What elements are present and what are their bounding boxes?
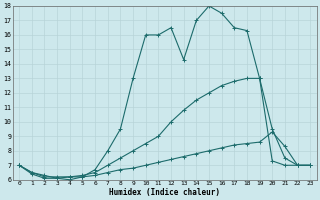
- X-axis label: Humidex (Indice chaleur): Humidex (Indice chaleur): [109, 188, 220, 197]
